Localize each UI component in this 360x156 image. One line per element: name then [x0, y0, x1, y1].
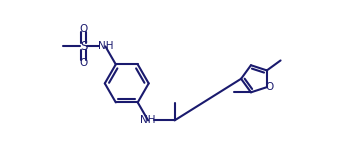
Text: O: O — [80, 24, 88, 34]
Text: NH: NH — [98, 41, 113, 51]
Text: O: O — [80, 58, 88, 68]
Text: S: S — [80, 40, 87, 53]
Text: NH: NH — [140, 115, 156, 125]
Text: O: O — [266, 82, 274, 92]
